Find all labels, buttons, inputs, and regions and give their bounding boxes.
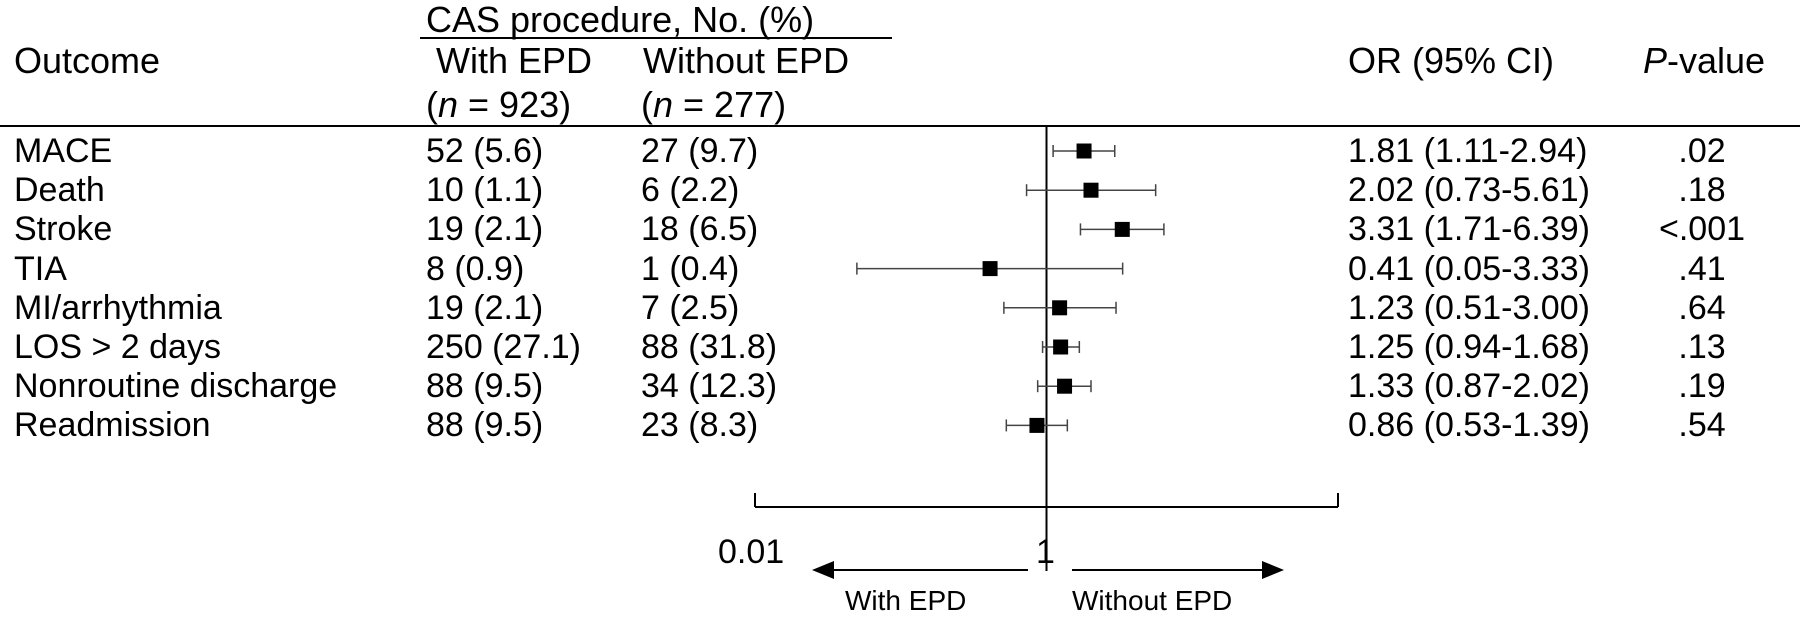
or-point-marker [1029,417,1045,433]
row-outcome: Death [14,171,105,210]
row-or-ci: 1.81 (1.11-2.94) [1348,132,1588,170]
row-outcome: TIA [14,249,67,288]
row-without-epd: 7 (2.5) [641,288,740,327]
or-point-marker [1052,300,1068,316]
tick-label-0.01: 0.01 [718,533,785,571]
row-outcome: Nonroutine discharge [14,367,338,406]
tick-label-1: 1 [1036,533,1055,571]
row-outcome: Stroke [14,210,113,249]
row-with-epd: 19 (2.1) [426,288,544,327]
row-without-epd: 1 (0.4) [641,249,740,288]
without-epd-header: Without EPD [643,40,850,81]
row-p-value: <.001 [1658,210,1746,249]
row-with-epd: 10 (1.1) [426,171,544,210]
row-p-value: .64 [1678,288,1726,327]
or-point-marker [1053,339,1069,355]
or-point-marker [1083,182,1099,198]
arrow-left-head [812,561,834,579]
direction-label-right: Without EPD [1072,585,1233,616]
row-without-epd: 27 (9.7) [641,132,759,170]
row-outcome: MACE [14,132,113,170]
row-with-epd: 88 (9.5) [426,367,544,406]
row-or-ci: 1.25 (0.94-1.68) [1348,328,1590,366]
or-point-marker [1057,378,1073,394]
or-ci-header: OR (95% CI) [1348,40,1555,81]
row-or-ci: 0.86 (0.53-1.39) [1348,406,1590,445]
row-without-epd: 34 (12.3) [641,367,778,406]
p-value-header: P-value [1643,40,1766,81]
row-outcome: Readmission [14,406,211,445]
group-title: CAS procedure, No. (%) [426,0,815,40]
or-point-marker [1076,143,1092,159]
row-without-epd: 23 (8.3) [641,406,759,445]
or-point-marker [982,261,998,277]
row-p-value: .19 [1678,367,1726,406]
row-without-epd: 6 (2.2) [641,171,740,210]
row-p-value: .02 [1678,132,1726,170]
with-epd-header: With EPD [436,40,593,81]
or-point-marker [1114,221,1130,237]
row-without-epd: 18 (6.5) [641,210,759,249]
row-with-epd: 52 (5.6) [426,132,544,170]
row-with-epd: 8 (0.9) [426,249,525,288]
row-outcome: MI/arrhythmia [14,288,222,327]
row-with-epd: 250 (27.1) [426,328,581,366]
row-without-epd: 88 (31.8) [641,328,778,366]
row-p-value: .54 [1678,406,1726,445]
row-p-value: .13 [1678,328,1726,366]
row-p-value: .41 [1678,249,1726,288]
direction-label-left: With EPD [845,585,967,616]
row-or-ci: 0.41 (0.05-3.33) [1348,249,1590,288]
with-epd-n: (n = 923) [426,84,572,125]
row-or-ci: 2.02 (0.73-5.61) [1348,171,1590,210]
without-epd-n: (n = 277) [641,84,787,125]
row-with-epd: 88 (9.5) [426,406,544,445]
outcome-header: Outcome [14,40,161,81]
header-rule [0,125,1800,127]
row-or-ci: 3.31 (1.71-6.39) [1348,210,1590,249]
row-or-ci: 1.23 (0.51-3.00) [1348,288,1590,327]
arrow-right-head [1262,561,1284,579]
row-outcome: LOS > 2 days [14,328,221,366]
group-underline [420,37,892,39]
row-with-epd: 19 (2.1) [426,210,544,249]
row-p-value: .18 [1678,171,1726,210]
row-or-ci: 1.33 (0.87-2.02) [1348,367,1590,406]
